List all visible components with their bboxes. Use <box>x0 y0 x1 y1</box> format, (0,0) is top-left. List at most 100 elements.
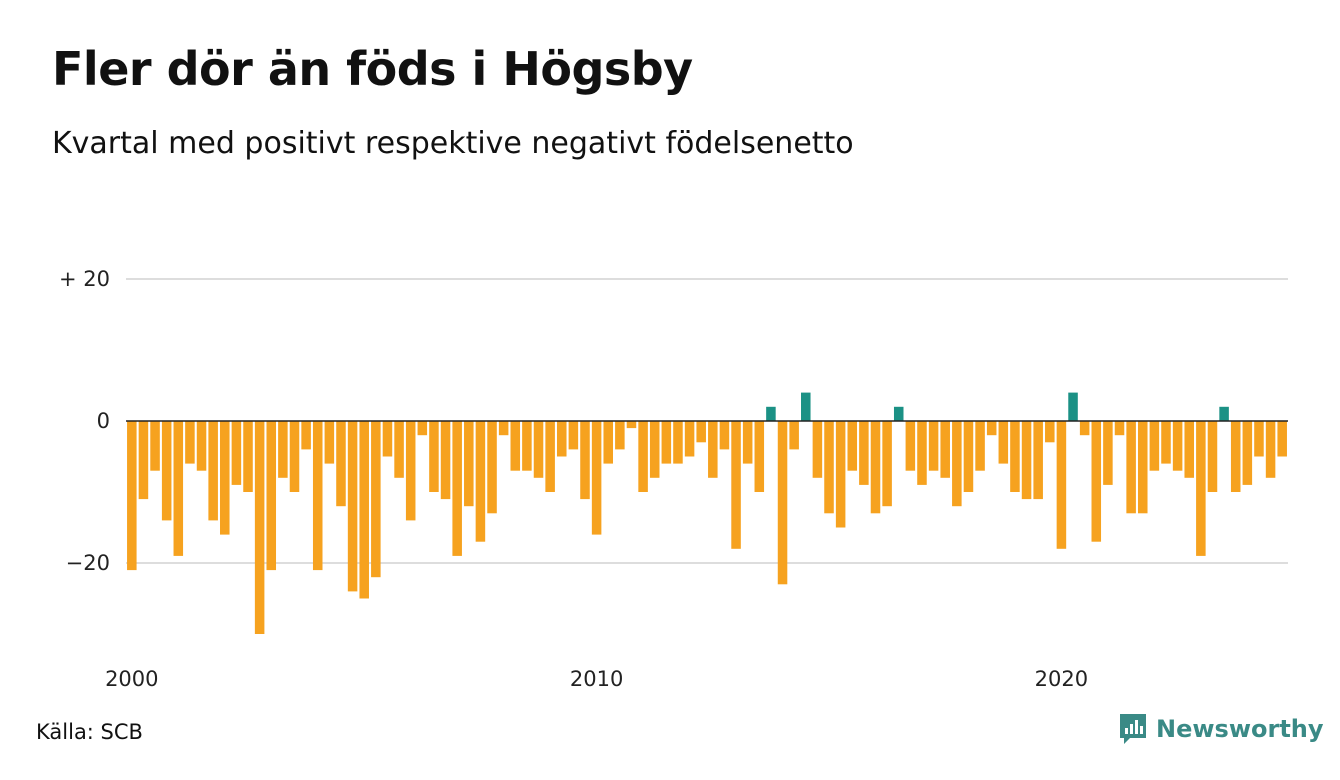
bar <box>766 406 776 421</box>
bar <box>696 421 706 443</box>
bar <box>1114 421 1125 436</box>
bar <box>1045 421 1055 443</box>
bar <box>556 421 567 457</box>
bar <box>1137 421 1148 514</box>
bar <box>545 421 555 492</box>
bar <box>394 421 404 478</box>
bar <box>1230 421 1241 492</box>
bar <box>510 421 521 471</box>
bar <box>1126 421 1136 514</box>
bar <box>278 421 288 478</box>
bar <box>905 421 916 471</box>
source-label: Källa: SCB <box>36 720 143 744</box>
bar <box>173 421 184 556</box>
bar <box>986 421 997 436</box>
bar <box>243 421 253 492</box>
bar <box>1068 392 1078 421</box>
bar <box>963 421 974 492</box>
y-tick-label: + 20 <box>59 267 110 291</box>
bar <box>603 421 613 464</box>
bar <box>1056 421 1067 549</box>
chart-title: Fler dör än föds i Högsby <box>52 42 693 96</box>
bar <box>835 421 846 528</box>
bar <box>1242 421 1253 485</box>
bar <box>615 421 625 450</box>
bar <box>324 421 335 464</box>
bar <box>940 421 950 478</box>
bar <box>1254 421 1264 457</box>
bar <box>452 421 462 556</box>
bar <box>464 421 474 507</box>
bar <box>731 421 741 549</box>
newsworthy-logo-icon <box>1120 714 1146 744</box>
y-tick-label: 0 <box>97 409 110 433</box>
bar <box>847 421 858 471</box>
bar <box>185 421 195 464</box>
chart-subtitle: Kvartal med positivt respektive negativt… <box>52 126 854 161</box>
bar <box>1265 421 1276 478</box>
bar <box>673 421 683 464</box>
bar <box>580 421 590 500</box>
bar <box>859 421 869 485</box>
bar <box>371 421 381 578</box>
bar <box>150 421 160 471</box>
bar <box>127 421 137 571</box>
bar <box>359 421 369 599</box>
bar <box>870 421 881 514</box>
bar <box>1021 421 1032 500</box>
brand-logo: Newsworthy <box>1118 712 1324 746</box>
bar <box>382 421 393 457</box>
bar <box>161 421 172 521</box>
bar <box>812 421 823 478</box>
bar <box>952 421 962 507</box>
bar <box>1219 406 1229 421</box>
bar <box>661 421 672 464</box>
bar <box>824 421 834 514</box>
bar <box>301 421 311 450</box>
bar <box>684 421 695 457</box>
bar <box>522 421 532 471</box>
bar <box>405 421 416 521</box>
bar <box>1010 421 1020 492</box>
bar <box>138 421 149 500</box>
bar <box>591 421 602 535</box>
bar <box>417 421 428 436</box>
bar <box>649 421 660 478</box>
bar <box>1033 421 1043 500</box>
bar <box>208 421 218 521</box>
bar <box>1161 421 1171 464</box>
bar <box>498 421 509 436</box>
y-tick-label: −20 <box>66 551 110 575</box>
bar <box>626 421 637 429</box>
bar <box>998 421 1009 464</box>
bars <box>127 392 1287 634</box>
bar <box>1091 421 1102 542</box>
bar <box>882 421 892 507</box>
bar <box>1277 421 1287 457</box>
bar <box>1184 421 1194 478</box>
bar <box>638 421 648 492</box>
brand-name: Newsworthy <box>1156 715 1324 743</box>
bar <box>1172 421 1183 471</box>
bar <box>312 421 323 571</box>
bar <box>266 421 277 571</box>
bar <box>754 421 765 492</box>
bar <box>1103 421 1113 485</box>
bar <box>475 421 486 542</box>
bar <box>196 421 207 471</box>
bar <box>917 421 927 485</box>
bar <box>1207 421 1218 492</box>
bar <box>231 421 242 485</box>
bar <box>1196 421 1206 556</box>
bar <box>533 421 544 478</box>
bar <box>719 421 730 450</box>
bar <box>336 421 346 507</box>
bar <box>928 421 939 471</box>
bar <box>347 421 358 592</box>
axes: + 20 0 −20 2000 2010 2020 <box>59 267 1288 691</box>
bar <box>789 421 799 450</box>
bar <box>429 421 439 492</box>
bar <box>487 421 497 514</box>
bar <box>708 421 718 478</box>
